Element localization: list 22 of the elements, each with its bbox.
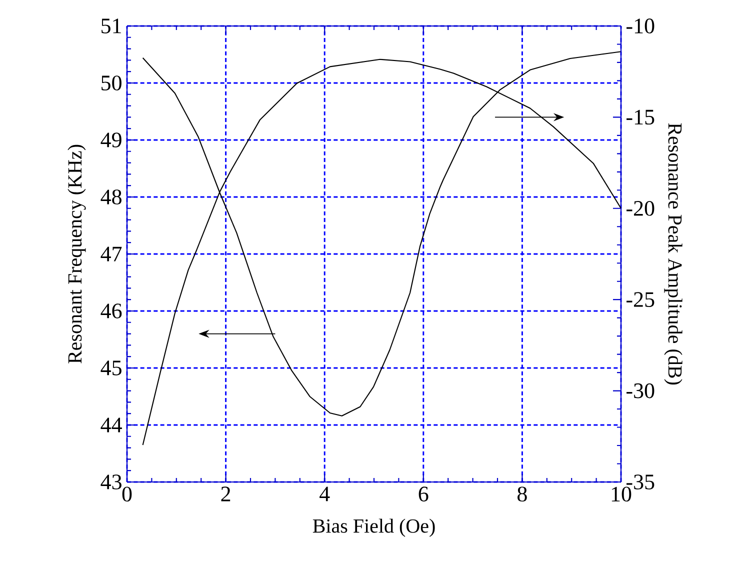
y-tick-label: 45 <box>100 360 122 376</box>
y-tick-label: 50 <box>102 76 122 90</box>
y-tick-label: 44 <box>100 418 122 432</box>
x-axis-title: Bias Field (Oe) <box>312 518 435 537</box>
x-tick-label: 6 <box>418 486 428 502</box>
y2-tick-label: -20 <box>626 200 654 216</box>
x-tick-label: 8 <box>518 486 527 502</box>
x-tick-label: 2 <box>221 486 230 502</box>
y2-tick-label: -10 <box>626 18 654 34</box>
y-tick-label: 51 <box>102 18 121 34</box>
y-tick-label: 46 <box>100 304 122 318</box>
y2-tick-label: -30 <box>626 383 654 398</box>
y2-axis-title: Resonance Peak Amplitude (dB) <box>664 123 682 384</box>
y-tick-label: 47 <box>100 246 122 262</box>
y-tick-label: 49 <box>100 132 122 148</box>
x-tick-label: 4 <box>320 486 330 502</box>
y-axis-title: Resonant Frequency (KHz) <box>68 144 86 364</box>
y-tick-label: 43 <box>100 474 122 490</box>
y2-tick-label: -25 <box>626 292 654 307</box>
y2-tick-label: -15 <box>626 110 654 125</box>
x-tick-label: 0 <box>122 486 132 502</box>
y-tick-label: 48 <box>100 190 122 204</box>
